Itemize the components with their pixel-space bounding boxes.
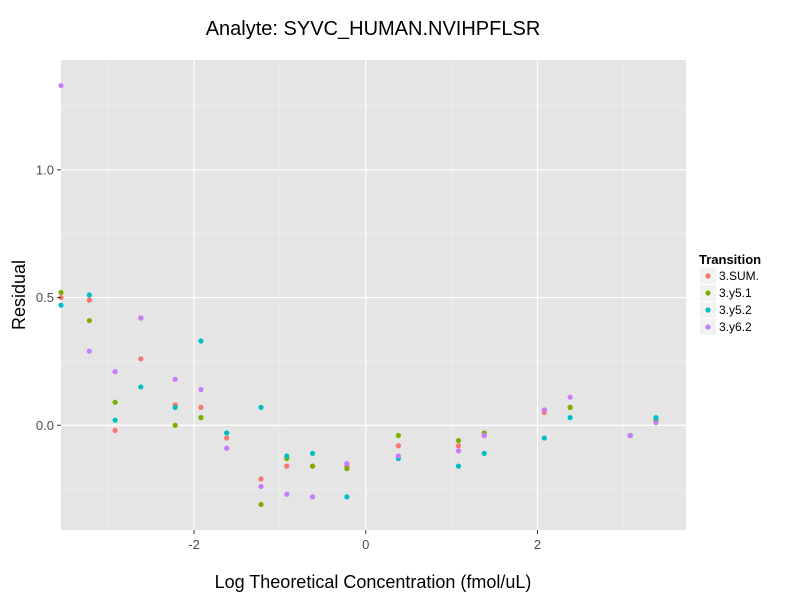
data-point xyxy=(481,450,487,456)
data-point xyxy=(541,407,547,413)
data-point xyxy=(198,415,204,421)
data-point xyxy=(86,317,92,324)
data-point xyxy=(284,463,290,469)
legend-marker xyxy=(705,307,711,313)
legend-label: 3.SUM. xyxy=(719,269,759,283)
data-point xyxy=(198,404,204,410)
x-axis-title: Log Theoretical Concentration (fmol/uL) xyxy=(215,572,532,592)
series-3 xyxy=(58,82,659,500)
data-point xyxy=(309,450,316,456)
data-point xyxy=(258,501,264,508)
legend-marker xyxy=(705,273,711,279)
x-tick-label: 2 xyxy=(534,537,541,552)
plot-panel xyxy=(61,60,686,530)
data-point xyxy=(258,476,264,482)
data-point xyxy=(86,297,92,303)
data-point xyxy=(395,432,401,439)
data-point xyxy=(172,422,178,428)
data-point xyxy=(112,399,118,405)
y-tick-label: 1.0 xyxy=(36,162,54,177)
data-point xyxy=(344,460,350,467)
data-point xyxy=(58,302,64,308)
y-tick-label: 0.5 xyxy=(36,290,54,305)
data-point xyxy=(258,404,264,410)
data-point xyxy=(284,491,290,497)
x-tick-label: -2 xyxy=(188,537,200,552)
data-point xyxy=(309,494,316,500)
legend-marker xyxy=(705,290,711,296)
data-point xyxy=(224,445,230,451)
chart-title: Analyte: SYVC_HUMAN.NVIHPFLSR xyxy=(206,18,541,40)
legend-label: 3.y5.1 xyxy=(719,286,752,300)
y-axis: 0.0 0.5 1.0 xyxy=(36,162,61,433)
data-point xyxy=(395,443,401,449)
y-axis-title: Residual xyxy=(9,260,29,330)
data-point xyxy=(395,453,401,459)
major-gridlines xyxy=(61,60,686,530)
data-point xyxy=(58,289,64,296)
y-tick-label: 0.0 xyxy=(36,418,54,433)
data-point xyxy=(86,348,92,354)
data-point xyxy=(198,338,204,344)
data-point xyxy=(567,415,573,421)
data-point xyxy=(284,453,290,459)
data-point xyxy=(112,417,118,423)
data-point xyxy=(138,315,144,321)
data-point xyxy=(112,369,118,375)
data-point xyxy=(627,432,633,439)
data-point xyxy=(309,463,316,469)
data-point xyxy=(86,292,92,298)
data-point xyxy=(224,430,230,436)
data-point xyxy=(567,404,573,410)
data-point xyxy=(653,415,659,421)
minor-gridlines xyxy=(61,60,686,530)
data-point xyxy=(567,394,573,400)
data-point xyxy=(541,435,547,441)
data-point xyxy=(455,437,462,444)
data-point xyxy=(58,82,64,89)
data-point xyxy=(172,376,178,382)
x-axis: -2 0 2 xyxy=(188,530,541,552)
data-point xyxy=(344,466,350,472)
legend-title: Transition xyxy=(699,252,761,267)
data-point xyxy=(258,483,264,490)
x-tick-label: 0 xyxy=(362,537,369,552)
data-point xyxy=(112,427,118,433)
data-point xyxy=(653,420,659,426)
data-point xyxy=(481,432,487,439)
data-point xyxy=(138,384,144,390)
data-point xyxy=(344,494,350,500)
legend-label: 3.y5.2 xyxy=(719,303,752,317)
data-point xyxy=(138,356,144,362)
data-point xyxy=(224,435,230,441)
legend-label: 3.y6.2 xyxy=(719,320,752,334)
data-point xyxy=(455,463,462,469)
legend-marker xyxy=(705,324,711,330)
data-point xyxy=(198,386,204,393)
legend-items: 3.SUM. 3.y5.1 3.y5.2 3.y6.2 xyxy=(700,268,759,335)
data-point xyxy=(172,404,178,410)
data-points xyxy=(58,82,659,508)
data-point xyxy=(455,448,462,454)
data-point xyxy=(455,443,462,449)
legend: Transition 3.SUM. 3.y5.1 3.y5.2 3.y6.2 xyxy=(699,252,761,335)
